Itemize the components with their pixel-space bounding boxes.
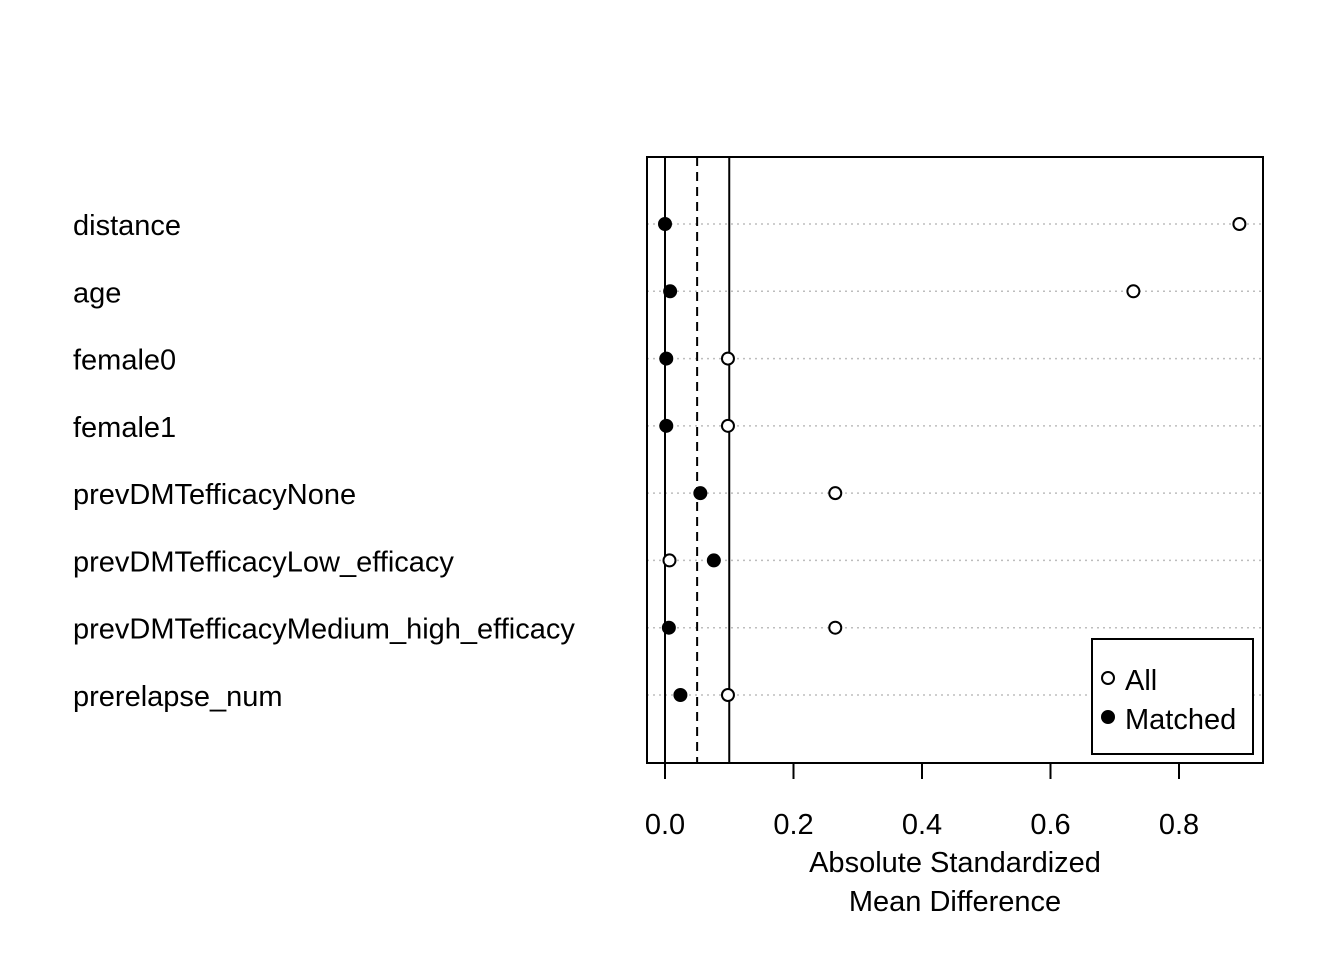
matched-point: [658, 217, 672, 231]
variable-labels: distance age female0 female1 prevDMTefficacy…: [73, 210, 575, 713]
x-axis: 0.0 0.2 0.4 0.6 0.8: [645, 763, 1199, 841]
x-tick-label: 0.8: [1159, 809, 1199, 841]
all-point: [828, 620, 843, 635]
all-point: [1126, 284, 1141, 299]
variable-label: prerelapse_num: [73, 681, 283, 713]
variable-label: age: [73, 277, 121, 309]
legend-marker-all: [1101, 671, 1115, 685]
legend: All Matched: [1091, 638, 1254, 755]
all-point: [720, 688, 735, 702]
legend-box: [1091, 638, 1254, 755]
legend-label-matched: Matched: [1125, 704, 1236, 736]
grid-lines: [647, 223, 1263, 696]
variable-label: prevDMTefficacyLow_efficacy: [73, 546, 454, 578]
legend-marker-matched: [1101, 710, 1115, 724]
x-tick-label: 0.4: [902, 809, 942, 841]
variable-label: prevDMTefficacyNone: [73, 479, 356, 511]
variable-label: distance: [73, 210, 181, 242]
legend-label-all: All: [1125, 665, 1157, 697]
all-point: [1232, 217, 1247, 231]
variable-label: female1: [73, 412, 176, 444]
matched-point: [659, 418, 674, 433]
x-tick-label: 0.6: [1030, 809, 1070, 841]
reference-lines: [664, 157, 731, 763]
x-axis-title-line-1: Absolute Standardized: [809, 847, 1101, 879]
all-point: [828, 486, 843, 501]
matched-point: [661, 620, 676, 635]
variable-label: female0: [73, 345, 176, 377]
data-points: [658, 217, 1247, 702]
matched-point: [659, 351, 674, 366]
plot-frame: [646, 156, 1264, 764]
x-axis-title-line-2: Mean Difference: [849, 886, 1061, 918]
all-point: [720, 351, 735, 366]
matched-point: [706, 553, 721, 568]
all-point: [662, 553, 677, 568]
x-tick-label: 0.0: [645, 809, 685, 841]
matched-point: [693, 486, 708, 501]
matched-point: [663, 284, 678, 299]
matched-point: [673, 688, 688, 702]
all-point: [720, 418, 735, 433]
x-tick-label: 0.2: [773, 809, 813, 841]
variable-label: prevDMTefficacyMedium_high_efficacy: [73, 614, 575, 646]
